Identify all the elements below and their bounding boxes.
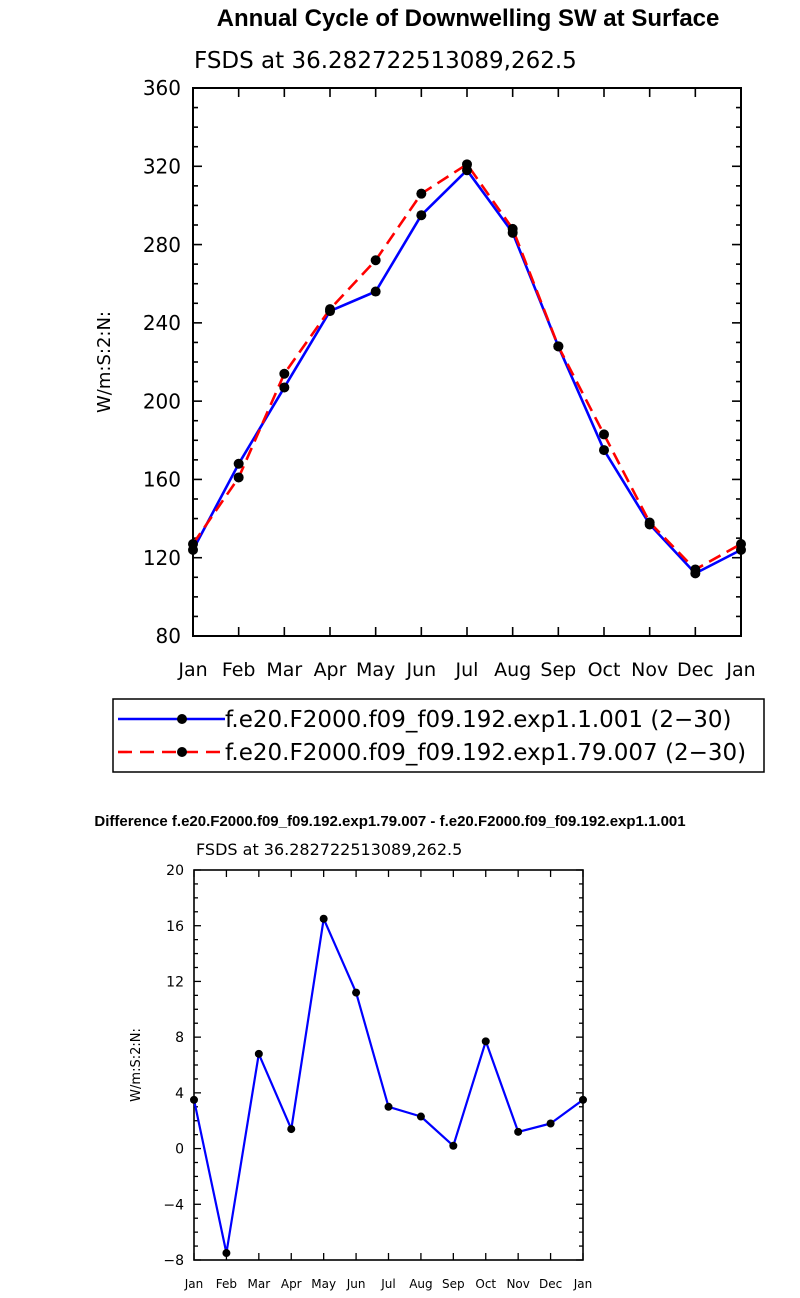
bottom-xtick-label: Jan xyxy=(184,1277,204,1291)
top-chart-ylabel: W/m:S:2:N: xyxy=(94,311,115,413)
top-ytick-label: 80 xyxy=(156,624,181,648)
top-series-2-point xyxy=(325,304,335,315)
top-xtick-label: Jul xyxy=(455,659,479,681)
bottom-xtick-label: Sep xyxy=(442,1277,465,1291)
top-xtick-label: Apr xyxy=(314,659,347,681)
bottom-chart-subtitle: FSDS at 36.282722513089,262.5 xyxy=(196,840,462,859)
bottom-xtick-label: Jun xyxy=(346,1277,366,1291)
top-series-line-2 xyxy=(191,163,742,571)
bottom-ytick-label: −4 xyxy=(163,1197,184,1213)
top-series-1-point xyxy=(233,458,244,469)
bottom-chart-ylabel: W/m:S:2:N: xyxy=(129,1028,144,1102)
bottom-xtick-label: Jan xyxy=(573,1277,593,1291)
bottom-xtick-label: Jul xyxy=(380,1277,395,1291)
bottom-plot-frame xyxy=(193,869,584,1261)
top-ytick-label: 280 xyxy=(143,233,181,257)
top-xtick-label: Feb xyxy=(222,659,256,681)
bottom-series-1-point xyxy=(352,988,361,997)
top-series-2-point xyxy=(370,255,381,266)
bottom-series-1-point xyxy=(319,914,328,923)
top-series-2-point xyxy=(279,368,290,379)
top-series-2-point xyxy=(644,517,655,528)
top-series-2-point xyxy=(462,159,472,170)
bottom-series-1-point xyxy=(416,1112,425,1121)
bottom-y-axis: −8 −4 0 4 8 12 16 20 xyxy=(163,863,583,1269)
top-series-line-1 xyxy=(191,168,742,575)
bottom-series-line-1 xyxy=(192,917,584,1255)
top-y-axis: 80 120 160 200 240 280 320 360 xyxy=(143,76,741,648)
legend-label-series-2: f.e20.F2000.f09_f09.192.exp1.79.007 (2−3… xyxy=(225,740,746,766)
bottom-series-1-point xyxy=(287,1125,296,1134)
top-chart-subtitle: FSDS at 36.282722513089,262.5 xyxy=(194,48,577,74)
bottom-ytick-label: 20 xyxy=(166,863,184,879)
bottom-series-1-point xyxy=(254,1049,263,1058)
bottom-series-1-point xyxy=(579,1095,587,1104)
bottom-xtick-label: Apr xyxy=(281,1277,302,1291)
bottom-ytick-label: 16 xyxy=(166,919,184,935)
legend-marker-series-1 xyxy=(177,714,187,724)
top-series-1-point xyxy=(599,445,609,456)
top-ytick-label: 360 xyxy=(143,76,181,100)
top-x-axis: Jan Feb Mar Apr May Jun Jul Aug Sep Oct Nov Dec Jan xyxy=(177,88,756,681)
bottom-xtick-label: Oct xyxy=(475,1277,496,1291)
top-series-2-point xyxy=(599,429,609,440)
top-series-2-point xyxy=(736,539,746,550)
bottom-series-1-point xyxy=(481,1037,490,1046)
bottom-ytick-label: 4 xyxy=(175,1086,184,1102)
top-series-2-point xyxy=(233,472,244,483)
top-xtick-label: Mar xyxy=(266,659,302,681)
bottom-xtick-label: May xyxy=(311,1277,336,1291)
bottom-series-group xyxy=(190,914,587,1258)
bottom-series-1-point xyxy=(546,1119,555,1128)
top-xtick-label: May xyxy=(356,659,395,681)
bottom-chart-title: Difference f.e20.F2000.f09_f09.192.exp1.… xyxy=(94,813,685,830)
top-xtick-label: Nov xyxy=(631,659,668,681)
top-series-2-point xyxy=(690,564,701,575)
bottom-xtick-label: Mar xyxy=(248,1277,271,1291)
top-ytick-label: 160 xyxy=(143,468,181,492)
top-xtick-label: Jan xyxy=(177,659,207,681)
top-xtick-label: Aug xyxy=(494,659,531,681)
bottom-xtick-label: Aug xyxy=(409,1277,432,1291)
bottom-series-1-point xyxy=(190,1095,198,1104)
top-series-2-point xyxy=(188,539,198,550)
top-series-2-point xyxy=(416,188,427,199)
bottom-plot-area xyxy=(193,869,584,1261)
top-series-1-point xyxy=(279,382,290,393)
bottom-x-axis: Jan Feb Mar Apr May Jun Jul Aug Sep Oct Nov Dec Jan xyxy=(184,870,593,1291)
bottom-xtick-label: Dec xyxy=(539,1277,562,1291)
bottom-series-1-point xyxy=(222,1249,231,1258)
bottom-ytick-label: 8 xyxy=(175,1030,184,1046)
top-ytick-label: 200 xyxy=(143,389,181,413)
bottom-ytick-label: 12 xyxy=(166,974,184,990)
top-ytick-label: 320 xyxy=(143,154,181,178)
bottom-series-1-point xyxy=(514,1127,523,1136)
legend-label-series-1: f.e20.F2000.f09_f09.192.exp1.1.001 (2−30… xyxy=(225,707,731,733)
bottom-xtick-label: Nov xyxy=(506,1277,529,1291)
top-series-1-point xyxy=(416,210,427,221)
top-ytick-label: 120 xyxy=(143,546,181,570)
bottom-ytick-label: 0 xyxy=(175,1142,184,1158)
bottom-ytick-label: −8 xyxy=(163,1253,184,1269)
top-xtick-label: Jan xyxy=(725,659,755,681)
top-series-group xyxy=(188,159,746,579)
top-xtick-label: Jun xyxy=(405,659,436,681)
bottom-series-1-point xyxy=(384,1102,393,1111)
top-xtick-label: Sep xyxy=(540,659,576,681)
top-xtick-label: Oct xyxy=(588,659,621,681)
top-series-2-point xyxy=(553,341,564,352)
top-ytick-label: 240 xyxy=(143,311,181,335)
top-xtick-label: Dec xyxy=(677,659,714,681)
top-series-2-point xyxy=(507,223,518,234)
bottom-series-1-point xyxy=(449,1141,458,1150)
top-chart-title: Annual Cycle of Downwelling SW at Surfac… xyxy=(217,5,720,32)
top-series-1-point xyxy=(370,286,381,297)
bottom-xtick-label: Feb xyxy=(216,1277,237,1291)
legend: f.e20.F2000.f09_f09.192.exp1.1.001 (2−30… xyxy=(112,698,765,773)
legend-marker-series-2 xyxy=(177,747,187,757)
legend-box xyxy=(112,698,765,773)
